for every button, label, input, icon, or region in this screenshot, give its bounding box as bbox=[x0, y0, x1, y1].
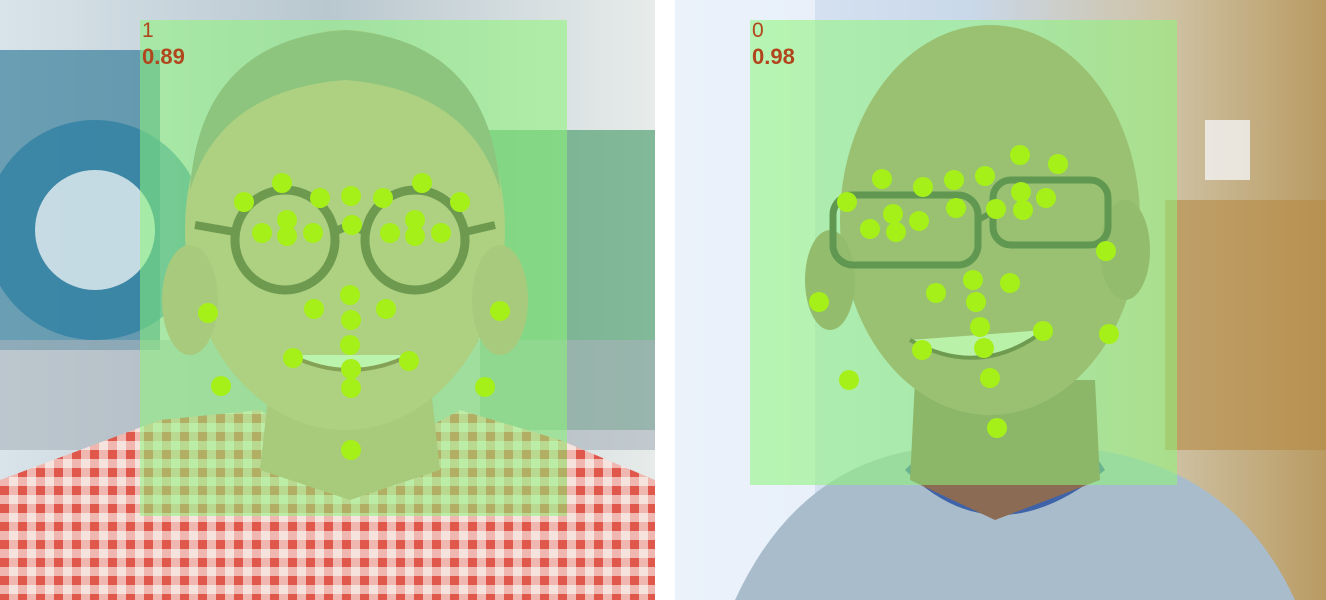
landmark-point bbox=[304, 299, 324, 319]
landmark-point bbox=[342, 215, 362, 235]
landmark-point bbox=[277, 226, 297, 246]
landmark-point bbox=[376, 299, 396, 319]
landmark-point bbox=[277, 210, 297, 230]
landmark-point bbox=[1010, 145, 1030, 165]
landmark-point bbox=[252, 223, 272, 243]
landmark-point bbox=[412, 173, 432, 193]
landmark-point bbox=[946, 198, 966, 218]
landmark-point bbox=[198, 303, 218, 323]
face-index-label: 1 bbox=[142, 19, 154, 42]
landmark-point bbox=[373, 188, 393, 208]
landmark-point bbox=[974, 338, 994, 358]
landmark-point bbox=[405, 210, 425, 230]
face-confidence-score: 0.89 bbox=[142, 44, 185, 69]
landmark-point bbox=[975, 166, 995, 186]
landmark-point bbox=[1099, 324, 1119, 344]
landmark-point bbox=[809, 292, 829, 312]
landmark-point bbox=[883, 204, 903, 224]
landmark-point bbox=[1000, 273, 1020, 293]
landmark-point bbox=[1033, 321, 1053, 341]
landmark-point bbox=[1036, 188, 1056, 208]
landmark-point bbox=[341, 378, 361, 398]
landmark-point bbox=[340, 335, 360, 355]
landmark-point bbox=[970, 317, 990, 337]
landmark-point bbox=[1011, 182, 1031, 202]
landmark-point bbox=[234, 192, 254, 212]
face-label-right: 0 0.98 bbox=[752, 20, 795, 72]
landmark-point bbox=[966, 292, 986, 312]
landmark-point bbox=[913, 177, 933, 197]
landmark-point bbox=[303, 223, 323, 243]
landmark-point bbox=[283, 348, 303, 368]
landmark-point bbox=[431, 223, 451, 243]
landmark-point bbox=[837, 192, 857, 212]
landmark-point bbox=[1013, 200, 1033, 220]
left-photo-panel: 1 0.89 bbox=[0, 0, 655, 600]
landmark-point bbox=[340, 285, 360, 305]
landmark-point bbox=[987, 418, 1007, 438]
landmark-point bbox=[490, 301, 510, 321]
landmark-point bbox=[839, 370, 859, 390]
landmark-point bbox=[341, 186, 361, 206]
landmark-point bbox=[310, 188, 330, 208]
landmark-point bbox=[909, 211, 929, 231]
landmark-point bbox=[475, 377, 495, 397]
face-label-left: 1 0.89 bbox=[142, 20, 185, 72]
face-confidence-score: 0.98 bbox=[752, 44, 795, 69]
landmark-point bbox=[980, 368, 1000, 388]
landmark-point bbox=[886, 222, 906, 242]
landmark-point bbox=[986, 199, 1006, 219]
landmark-point bbox=[860, 219, 880, 239]
landmark-point bbox=[872, 169, 892, 189]
landmark-point bbox=[944, 170, 964, 190]
landmark-point bbox=[341, 359, 361, 379]
landmark-point bbox=[405, 226, 425, 246]
landmark-point bbox=[963, 270, 983, 290]
landmark-point bbox=[912, 340, 932, 360]
landmark-point bbox=[341, 440, 361, 460]
face-box-left: 1 0.89 bbox=[140, 20, 567, 516]
landmark-point bbox=[399, 351, 419, 371]
landmark-point bbox=[1096, 241, 1116, 261]
right-photo-panel: 0 0.98 bbox=[675, 0, 1326, 600]
landmark-point bbox=[926, 283, 946, 303]
face-index-label: 0 bbox=[752, 19, 764, 42]
landmark-point bbox=[1048, 154, 1068, 174]
landmark-point bbox=[380, 223, 400, 243]
landmark-point bbox=[341, 310, 361, 330]
landmark-point bbox=[211, 376, 231, 396]
landmark-point bbox=[450, 192, 470, 212]
landmark-point bbox=[272, 173, 292, 193]
